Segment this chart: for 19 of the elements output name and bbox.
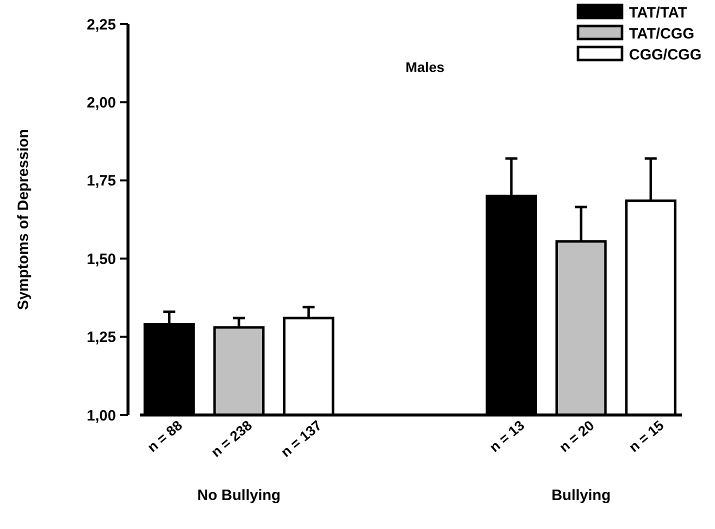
text: n = 238 (208, 416, 256, 460)
y-tick-label: 1,50 (86, 250, 116, 268)
text: n = 13 (486, 416, 528, 456)
y-axis-title: Symptoms of Depression (15, 129, 32, 310)
y-tick-label: 1,75 (86, 172, 116, 190)
y-tick-label: 2,00 (86, 94, 116, 112)
x-tick-label: No Bullying (197, 487, 281, 504)
text: Males (406, 59, 445, 75)
text: n = 20 (556, 416, 598, 456)
text: n = 15 (626, 416, 667, 456)
y-tick-label: 1,25 (86, 329, 116, 346)
legend-label: CGG/CGG (629, 46, 702, 64)
x-tick-label: Bullying (551, 487, 611, 504)
y-tick-label: 1,00 (86, 407, 116, 424)
legend-label: TAT/TAT (629, 4, 688, 22)
legend-label: TAT/CGG (629, 25, 694, 42)
y-tick-label: 2,25 (86, 16, 116, 34)
text: n = 88 (144, 416, 186, 456)
text: n = 137 (278, 416, 325, 460)
